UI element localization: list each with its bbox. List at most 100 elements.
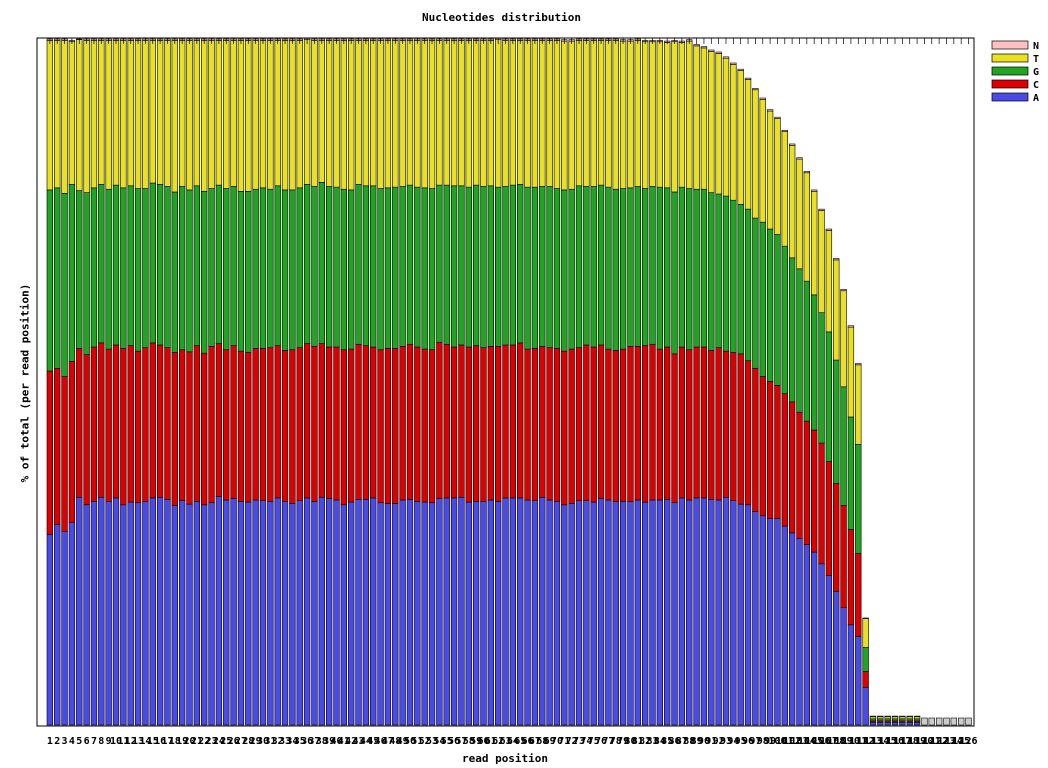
bar-G-pos-34 [289, 189, 296, 351]
bar-C-pos-62 [494, 346, 502, 502]
bar-C-pos-75 [590, 346, 597, 503]
bar-G-pos-77 [605, 186, 612, 350]
bar-A-pos-119 [913, 721, 921, 726]
bar-G-pos-31 [267, 188, 274, 348]
bar-C-pos-76 [597, 344, 605, 499]
bar-T-pos-44 [362, 40, 370, 187]
bar-A-pos-8 [98, 496, 105, 726]
bar-T-pos-85 [664, 42, 671, 189]
bar-C-pos-54 [436, 341, 443, 499]
x-tick-label-18: 18 [169, 736, 181, 747]
bar-G-pos-117 [899, 718, 906, 722]
bar-A-pos-63 [502, 497, 509, 726]
bar-C-pos-111 [855, 553, 862, 637]
x-tick-label-104: 104 [798, 736, 816, 747]
bar-A-pos-52 [421, 501, 428, 726]
bar-C-pos-37 [311, 346, 318, 502]
bar-C-pos-89 [693, 346, 700, 499]
bar-T-pos-90 [700, 47, 708, 190]
bar-T-pos-87 [678, 42, 686, 188]
bar-T-pos-34 [289, 40, 296, 191]
bar-A-pos-36 [303, 497, 311, 726]
bar-G-pos-104 [803, 280, 810, 422]
x-tick-label-98: 98 [757, 736, 769, 747]
x-tick-label-7: 7 [91, 736, 97, 747]
bar-G-pos-11 [120, 187, 127, 349]
x-tick-label-90: 90 [698, 736, 710, 747]
bar-N-pos-118 [906, 715, 913, 718]
bar-A-pos-58 [465, 501, 472, 726]
x-tick-label-22: 22 [198, 736, 210, 747]
legend-swatch-C [991, 79, 1029, 89]
bar-A-pos-84 [656, 499, 664, 726]
bar-T-pos-89 [693, 45, 700, 190]
x-tick-label-102: 102 [783, 736, 801, 747]
x-tick-label-30: 30 [257, 736, 269, 747]
bar-C-pos-34 [289, 349, 296, 504]
bar-A-pos-10 [112, 497, 120, 726]
bar-T-pos-103 [796, 158, 803, 270]
bar-A-pos-41 [340, 504, 348, 726]
bar-G-pos-105 [811, 294, 818, 431]
x-tick-label-114: 114 [871, 736, 889, 747]
bar-C-pos-24 [215, 343, 223, 497]
x-tick-label-2: 2 [54, 736, 60, 747]
bar-C-pos-10 [112, 344, 120, 499]
bar-N-pos-89 [693, 44, 700, 47]
bar-T-pos-69 [546, 40, 553, 187]
bar-T-pos-95 [737, 70, 744, 205]
bar-G-pos-44 [362, 185, 370, 346]
bar-A-pos-44 [362, 499, 370, 726]
bar-C-pos-40 [333, 346, 340, 501]
x-tick-label-9: 9 [106, 736, 112, 747]
x-tick-label-96: 96 [742, 736, 754, 747]
bar-T-pos-86 [671, 41, 678, 193]
bar-T-pos-111 [855, 364, 862, 445]
bar-G-pos-2 [54, 187, 61, 369]
x-tick-label-76: 76 [595, 736, 607, 747]
x-tick-label-19: 19 [176, 736, 188, 747]
bar-G-pos-97 [752, 217, 759, 369]
bar-C-pos-23 [208, 346, 215, 504]
x-tick-label-54: 54 [433, 736, 445, 747]
bar-G-pos-22 [201, 190, 208, 354]
bar-T-pos-25 [223, 40, 230, 189]
bar-empty-pos-124 [950, 717, 957, 726]
bar-C-pos-68 [539, 346, 546, 498]
bar-N-pos-115 [884, 715, 891, 718]
bar-C-pos-46 [377, 349, 384, 504]
bar-G-pos-68 [539, 186, 546, 347]
bar-A-pos-28 [245, 501, 252, 726]
bar-N-pos-112 [862, 617, 869, 619]
bar-T-pos-62 [494, 39, 502, 188]
bar-C-pos-4 [68, 361, 76, 523]
bar-C-pos-107 [825, 461, 833, 576]
bar-G-pos-84 [656, 186, 664, 350]
bar-A-pos-24 [215, 496, 223, 726]
bar-A-pos-64 [509, 497, 517, 726]
bar-A-pos-60 [480, 501, 487, 726]
chart-title: Nucleotides distribution [422, 11, 581, 24]
bar-C-pos-102 [788, 401, 796, 534]
bar-C-pos-112 [862, 671, 869, 688]
bar-N-pos-90 [700, 46, 708, 49]
bar-C-pos-17 [164, 347, 171, 500]
bar-N-pos-114 [877, 715, 884, 718]
x-tick-label-60: 60 [477, 736, 489, 747]
bar-C-pos-20 [186, 351, 193, 505]
bar-T-pos-60 [480, 40, 487, 187]
x-tick-label-95: 95 [735, 736, 747, 747]
bar-C-pos-73 [575, 347, 583, 501]
bar-A-pos-76 [597, 498, 605, 726]
x-tick-label-52: 52 [419, 736, 431, 747]
bar-T-pos-24 [215, 40, 223, 186]
bar-C-pos-32 [274, 345, 281, 499]
x-tick-label-115: 115 [879, 736, 897, 747]
bar-A-pos-112 [862, 686, 869, 726]
bar-T-pos-56 [450, 40, 458, 187]
bar-T-pos-108 [833, 259, 840, 361]
bar-G-pos-55 [443, 184, 450, 345]
bar-C-pos-108 [833, 483, 840, 592]
bar-T-pos-19 [178, 40, 186, 187]
bar-T-pos-75 [590, 40, 597, 187]
